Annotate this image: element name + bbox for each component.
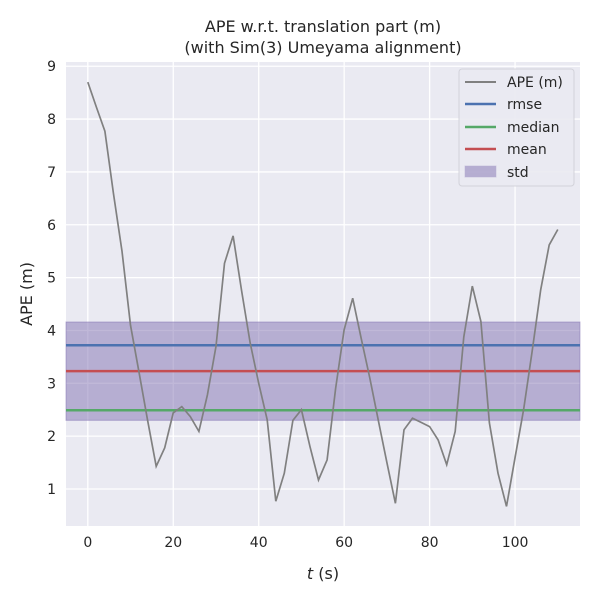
y-tick-label: 7 bbox=[47, 165, 56, 181]
y-tick-label: 4 bbox=[47, 323, 56, 339]
y-tick-label: 5 bbox=[47, 271, 56, 287]
chart-subtitle: (with Sim(3) Umeyama alignment) bbox=[184, 38, 461, 57]
chart-title: APE w.r.t. translation part (m) bbox=[205, 17, 441, 36]
legend-swatch-std bbox=[464, 165, 497, 178]
y-tick-label: 1 bbox=[47, 482, 56, 498]
legend-label-std: std bbox=[507, 165, 529, 181]
x-axis-label: t (s) bbox=[307, 564, 339, 583]
x-tick-label: 60 bbox=[335, 535, 353, 551]
y-tick-label: 2 bbox=[47, 429, 56, 445]
y-tick-label: 8 bbox=[47, 112, 56, 128]
y-tick-label: 6 bbox=[47, 218, 56, 234]
y-tick-label: 9 bbox=[47, 59, 56, 75]
legend-label-mean: mean bbox=[507, 142, 547, 158]
y-axis-label: APE (m) bbox=[17, 262, 36, 326]
legend-label-median: median bbox=[507, 120, 559, 136]
y-tick-label: 3 bbox=[47, 376, 56, 392]
series-lines bbox=[66, 81, 580, 507]
x-tick-label: 100 bbox=[502, 535, 529, 551]
x-tick-label: 80 bbox=[421, 535, 439, 551]
ape-series-line bbox=[86, 81, 559, 507]
x-tick-label: 20 bbox=[164, 535, 182, 551]
legend-box bbox=[458, 68, 575, 187]
legend: APE (m) rmse median mean std bbox=[458, 68, 575, 187]
legend-label-ape: APE (m) bbox=[507, 75, 563, 91]
x-tick-label: 0 bbox=[83, 535, 92, 551]
x-tick-labels: 0 20 40 60 80 100 bbox=[83, 535, 528, 551]
y-tick-labels: 1 2 3 4 5 6 7 8 9 bbox=[47, 59, 56, 498]
legend-label-rmse: rmse bbox=[507, 97, 542, 113]
x-tick-label: 40 bbox=[250, 535, 268, 551]
